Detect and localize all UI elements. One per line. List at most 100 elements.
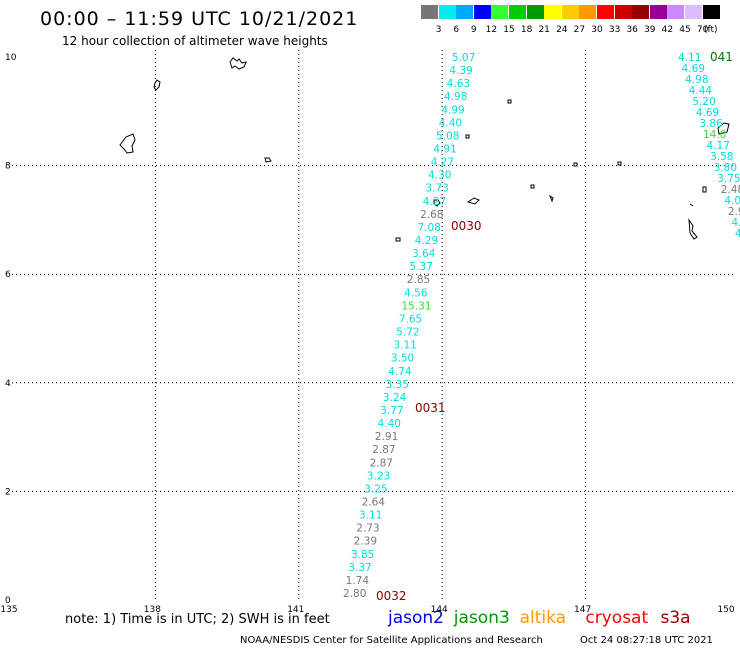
wave-height-label: 4.74 bbox=[388, 366, 412, 378]
legend-swatch bbox=[579, 5, 597, 19]
legend-swatch bbox=[491, 5, 509, 19]
legend-label: 6 bbox=[453, 25, 460, 35]
wave-height-label: 4.98 bbox=[685, 74, 708, 86]
legend-swatch bbox=[702, 5, 720, 19]
island-outline bbox=[433, 199, 441, 207]
island-outline bbox=[702, 186, 707, 193]
legend-label: 45 bbox=[679, 25, 691, 35]
wave-height-label: 5.08 bbox=[436, 130, 459, 142]
island-outline bbox=[465, 134, 470, 139]
legend-swatch bbox=[685, 5, 702, 19]
legend-label: 36 bbox=[626, 25, 638, 35]
legend-label: 12 bbox=[485, 25, 498, 35]
lat-lon-grid bbox=[12, 50, 736, 600]
wave-height-labels: 5.074.394.634.984.994.405.084.914.274.30… bbox=[343, 50, 740, 603]
legend-swatch bbox=[667, 5, 685, 19]
legend-swatch bbox=[509, 5, 526, 19]
legend-label: 9 bbox=[470, 25, 477, 35]
legend-label: 24 bbox=[556, 25, 568, 35]
satellite-s3a: s3a bbox=[660, 608, 691, 628]
island-outline bbox=[530, 184, 535, 189]
y-tick-label: 8 bbox=[5, 162, 11, 172]
island-outline bbox=[507, 99, 512, 104]
wave-height-label: 3.58 bbox=[710, 151, 733, 163]
island-outline bbox=[153, 79, 161, 91]
wave-height-label: 4.0 bbox=[724, 195, 740, 207]
chart-subtitle: 12 hour collection of altimeter wave hei… bbox=[62, 34, 328, 48]
wave-height-label: 4.56 bbox=[404, 287, 428, 299]
wave-height-label: 4.29 bbox=[415, 235, 438, 247]
wave-height-label: 7.65 bbox=[399, 313, 422, 325]
wave-height-label: 4.69 bbox=[696, 107, 719, 119]
legend-label: 18 bbox=[520, 25, 533, 35]
wave-height-label: 4.39 bbox=[449, 65, 472, 77]
wave-height-label: 5.07 bbox=[452, 52, 475, 64]
wave-height-label: 3.73 bbox=[425, 183, 448, 195]
island-outline bbox=[466, 197, 480, 205]
wave-height-label: 2.64 bbox=[362, 496, 386, 508]
wave-height-label: 3.23 bbox=[367, 470, 390, 482]
y-tick-label: 2 bbox=[5, 487, 11, 497]
time-label: 041 bbox=[710, 50, 733, 64]
legend-swatch bbox=[421, 5, 438, 19]
legend-label: 70 bbox=[696, 25, 709, 35]
generation-timestamp: Oct 24 08:27:18 UTC 2021 bbox=[580, 635, 713, 646]
island-outline bbox=[264, 157, 272, 163]
wave-height-label: 4.11 bbox=[678, 52, 701, 64]
wave-height-label: 3.11 bbox=[359, 510, 382, 522]
legend-label: 3 bbox=[435, 25, 442, 35]
y-tick-label: 0 bbox=[5, 596, 11, 606]
wave-height-label: 15.31 bbox=[401, 300, 431, 312]
y-tick-label: 10 bbox=[5, 53, 17, 63]
wave-height-label: 4.30 bbox=[428, 170, 451, 182]
wave-height-label: 2.87 bbox=[370, 457, 393, 469]
legend-label: 21 bbox=[538, 25, 550, 35]
wave-height-label: 4.69 bbox=[682, 63, 705, 75]
wave-height-label: 3.77 bbox=[380, 405, 403, 417]
island-outline bbox=[688, 218, 698, 240]
satellite-cryosat: cryosat bbox=[585, 608, 649, 628]
island-outline bbox=[573, 162, 578, 167]
x-tick-label: 141 bbox=[287, 605, 304, 615]
legend-label: 39 bbox=[644, 25, 656, 35]
wave-height-label: 4.91 bbox=[433, 144, 456, 156]
island-outline bbox=[689, 203, 694, 207]
legend-unit: (ft) bbox=[704, 25, 718, 35]
wave-height-label: 1.74 bbox=[346, 575, 370, 587]
wave-height-label: 3.85 bbox=[351, 549, 374, 561]
legend-label: 15 bbox=[503, 25, 515, 35]
wave-height-label: 2.87 bbox=[372, 444, 395, 456]
legend-label: 30 bbox=[591, 25, 603, 35]
legend-swatch bbox=[614, 5, 632, 19]
wave-height-label: 5.37 bbox=[409, 261, 432, 273]
credit-line: NOAA/NESDIS Center for Satellite Applica… bbox=[240, 635, 543, 646]
wave-height-label: 3.35 bbox=[386, 379, 409, 391]
x-tick-label: 144 bbox=[431, 605, 448, 615]
wave-height-label: 3.86 bbox=[699, 118, 723, 130]
wave-height-label: 4.40 bbox=[378, 418, 401, 430]
island-outline bbox=[548, 194, 554, 203]
axis-labels: 135 138 141 144 147 150 0 2 4 6 8 10 bbox=[0, 53, 734, 615]
wave-height-label: 3.11 bbox=[394, 340, 417, 352]
wave-height-label: 2.73 bbox=[356, 523, 379, 535]
wave-height-label: 2.80 bbox=[343, 588, 366, 600]
x-tick-label: 150 bbox=[717, 605, 734, 615]
y-tick-label: 6 bbox=[5, 270, 11, 280]
wave-height-label: 3.24 bbox=[383, 392, 407, 404]
time-label: 0032 bbox=[376, 589, 407, 603]
wave-height-label: 3.25 bbox=[364, 483, 387, 495]
wave-height-label: 4 bbox=[735, 228, 740, 240]
wave-height-label: 5.20 bbox=[692, 96, 715, 108]
island-outline bbox=[229, 57, 247, 70]
wave-height-label: 2.9 bbox=[728, 206, 740, 218]
legend-swatch bbox=[544, 5, 562, 19]
satellite-jason3: jason3 bbox=[453, 608, 510, 628]
wave-height-label: 2.39 bbox=[354, 536, 377, 548]
wave-height-label: 4.98 bbox=[444, 91, 467, 103]
legend-swatch bbox=[597, 5, 614, 19]
legend-swatch bbox=[561, 5, 579, 19]
y-tick-label: 4 bbox=[5, 379, 11, 389]
wave-height-label: 3.64 bbox=[412, 248, 436, 260]
legend-label: 27 bbox=[573, 25, 586, 35]
